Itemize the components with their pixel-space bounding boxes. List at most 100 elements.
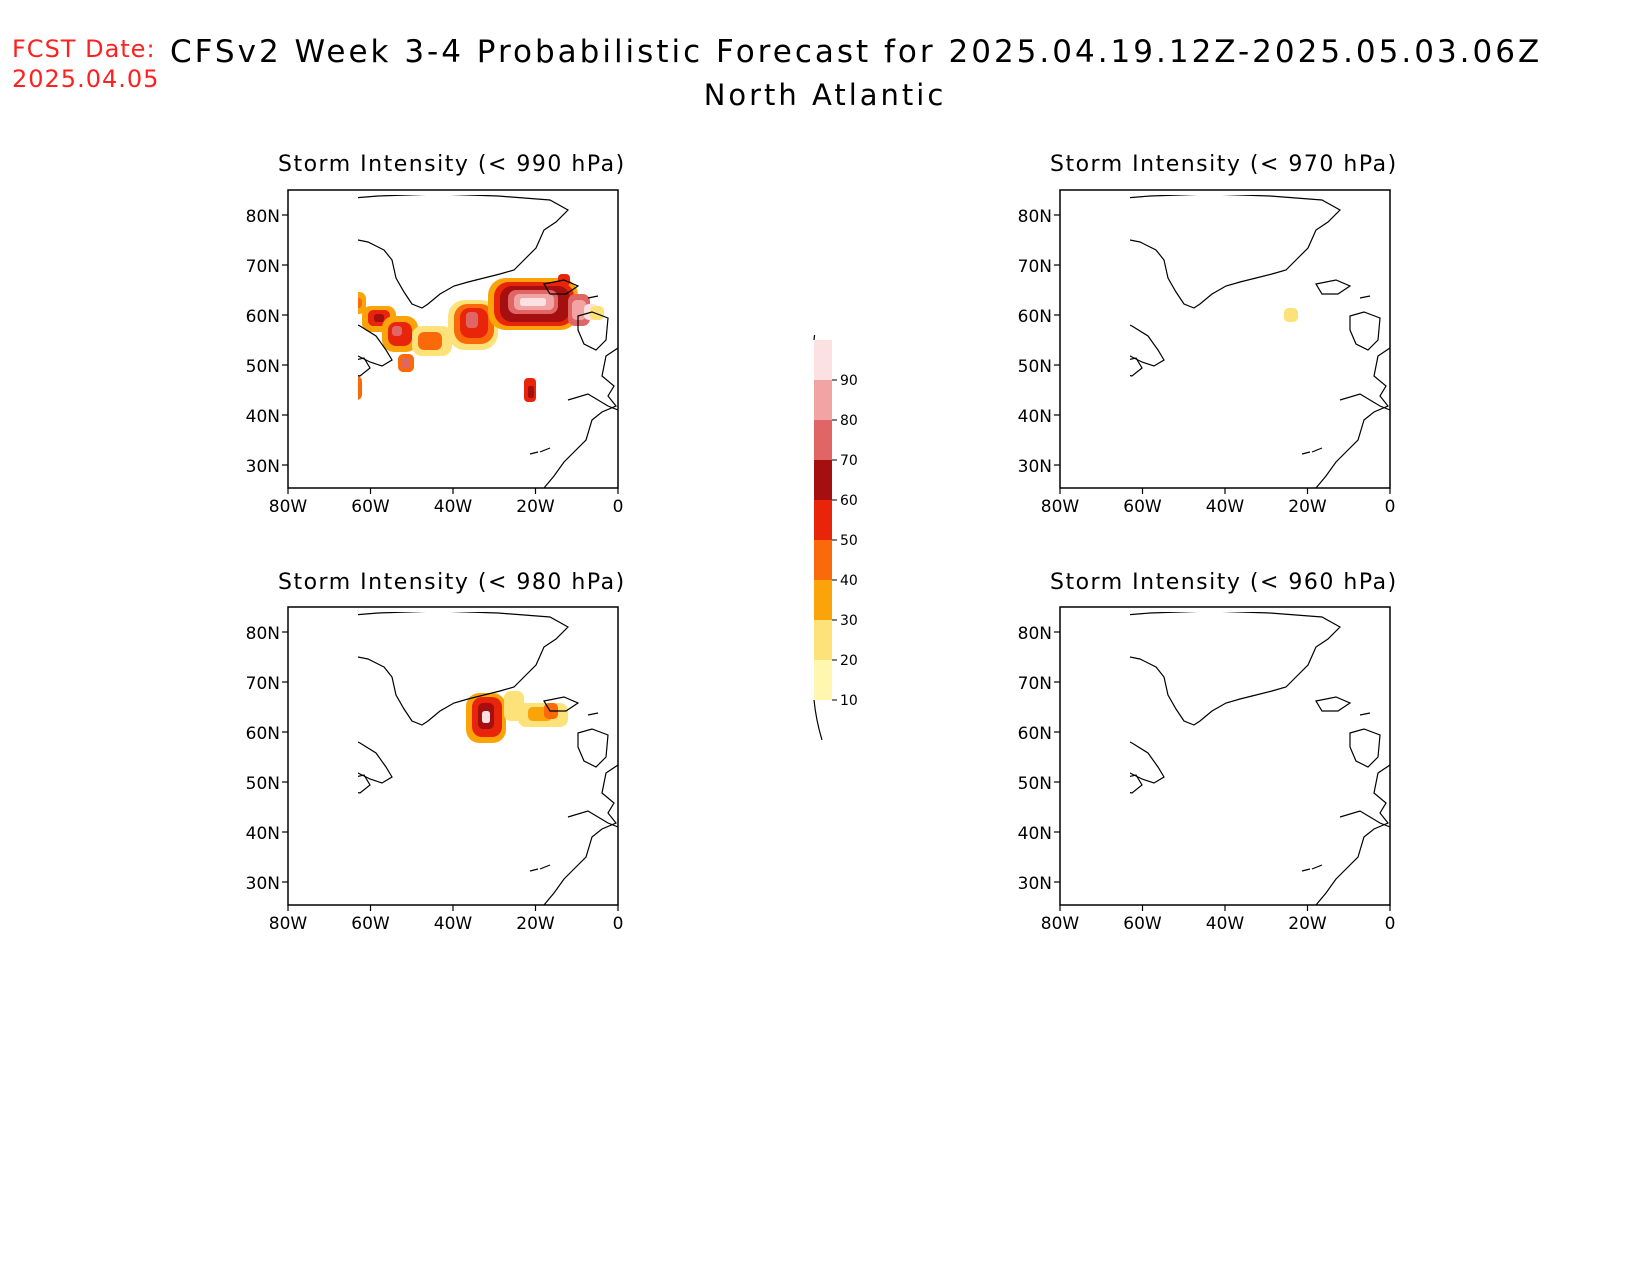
coastline: [1130, 195, 1341, 309]
probability-patch: [466, 312, 478, 328]
coastline: [577, 728, 609, 768]
coastline: [577, 311, 609, 351]
colorbar-segment: [814, 460, 832, 500]
coastline: [543, 347, 619, 489]
probability-patch: [590, 306, 604, 320]
coastline: [543, 279, 580, 295]
lat-tick-label: 30N: [246, 874, 280, 894]
coastline: [1359, 295, 1371, 299]
lon-tick-label: 40W: [1206, 914, 1245, 934]
coastline: [1130, 324, 1165, 367]
coastline: [1315, 696, 1352, 712]
lat-tick-label: 80N: [1018, 207, 1052, 227]
probability-patch: [1284, 308, 1298, 322]
coastline: [529, 868, 539, 872]
lon-tick-label: 60W: [1123, 914, 1162, 934]
colorbar-segment: [814, 500, 832, 540]
coastline: [358, 324, 393, 367]
coastline: [1301, 451, 1311, 455]
panel-title-980: Storm Intensity (< 980 hPa): [278, 570, 626, 595]
lon-tick-label: 60W: [1123, 497, 1162, 517]
map-frame: [1059, 606, 1391, 906]
lat-tick-label: 70N: [246, 674, 280, 694]
coastline: [312, 266, 354, 294]
colorbar-label: 60: [840, 493, 858, 509]
colorbar-segment: [814, 660, 832, 700]
lon-tick-label: 0: [1385, 914, 1396, 934]
map-panel-960: 80N 70N 60N 50N 40N 30N 80W 60W 40W 20W 0: [1018, 606, 1396, 934]
lon-tick-label: 60W: [351, 497, 390, 517]
coastline: [358, 195, 569, 309]
colorbar-label: 10: [840, 693, 858, 709]
coastline: [292, 659, 328, 681]
lon-tick-label: 80W: [1041, 497, 1080, 517]
coastline: [587, 295, 599, 299]
lon-tick-label: 20W: [1288, 497, 1327, 517]
colorbar-segment: [814, 580, 832, 620]
coastline: [1130, 774, 1143, 794]
page-subtitle: North Atlantic: [703, 78, 947, 112]
colorbar-label: 20: [840, 653, 858, 669]
coastline: [1084, 266, 1126, 294]
coastline: [1311, 864, 1323, 870]
coastline: [318, 212, 348, 224]
colorbar-segment: [814, 380, 832, 420]
colorbar-segment: [814, 540, 832, 580]
lon-tick-label: 40W: [434, 914, 473, 934]
coastline: [292, 242, 328, 264]
probability-patch: [418, 332, 442, 350]
coastline: [1064, 242, 1100, 264]
coastline: [288, 270, 310, 292]
coastline: [1339, 393, 1391, 411]
map-panel-990: 80N 70N 60N 50N 40N 30N 80W 60W 40W 20W 0: [246, 189, 623, 517]
forecast-date-value: 2025.04.05: [12, 65, 160, 93]
colorbar-segment: [814, 420, 832, 460]
lon-tick-label: 80W: [269, 914, 308, 934]
coastline: [1130, 612, 1341, 726]
lat-tick-label: 30N: [246, 457, 280, 477]
probability-patch: [528, 386, 534, 398]
coastline: [1090, 212, 1120, 224]
lat-tick-label: 50N: [1018, 774, 1052, 794]
lat-tick-label: 30N: [1018, 457, 1052, 477]
probability-patch: [482, 711, 490, 723]
lat-tick-label: 60N: [246, 724, 280, 744]
probability-patch: [358, 376, 362, 400]
colorbar-label: 80: [840, 413, 858, 429]
lon-tick-label: 20W: [1288, 914, 1327, 934]
lat-tick-label: 60N: [1018, 724, 1052, 744]
lon-tick-label: 80W: [269, 497, 308, 517]
coastline: [543, 696, 580, 712]
lon-tick-label: 40W: [434, 497, 473, 517]
coastline: [1064, 659, 1100, 681]
coastline: [288, 687, 310, 709]
forecast-date-label: FCST Date:: [12, 35, 156, 63]
coastline: [1301, 868, 1311, 872]
lon-tick-label: 80W: [1041, 914, 1080, 934]
coastline: [1349, 311, 1381, 351]
coastline: [1060, 687, 1082, 709]
probability-patch: [402, 358, 410, 368]
colorbar: 10 20 30 40 50 60 70 80 90: [813, 335, 858, 741]
lat-tick-label: 50N: [246, 357, 280, 377]
colorbar-label: 70: [840, 453, 858, 469]
map-frame: [287, 606, 619, 906]
colorbar-label: 40: [840, 573, 858, 589]
lat-tick-label: 50N: [1018, 357, 1052, 377]
colorbar-label: 90: [840, 373, 858, 389]
panel-title-990: Storm Intensity (< 990 hPa): [278, 152, 626, 177]
panel-title-960: Storm Intensity (< 960 hPa): [1050, 570, 1398, 595]
coastline: [539, 447, 551, 453]
lon-tick-label: 20W: [516, 497, 555, 517]
lat-tick-label: 70N: [1018, 257, 1052, 277]
coastline: [1315, 347, 1391, 489]
page-title: CFSv2 Week 3-4 Probabilistic Forecast fo…: [170, 34, 1543, 70]
probability-patch: [392, 326, 402, 336]
lon-tick-label: 60W: [351, 914, 390, 934]
lon-tick-label: 0: [613, 914, 624, 934]
probability-patch: [352, 300, 358, 306]
lat-tick-label: 30N: [1018, 874, 1052, 894]
lat-tick-label: 40N: [246, 407, 280, 427]
lat-tick-label: 70N: [246, 257, 280, 277]
lon-tick-label: 20W: [516, 914, 555, 934]
